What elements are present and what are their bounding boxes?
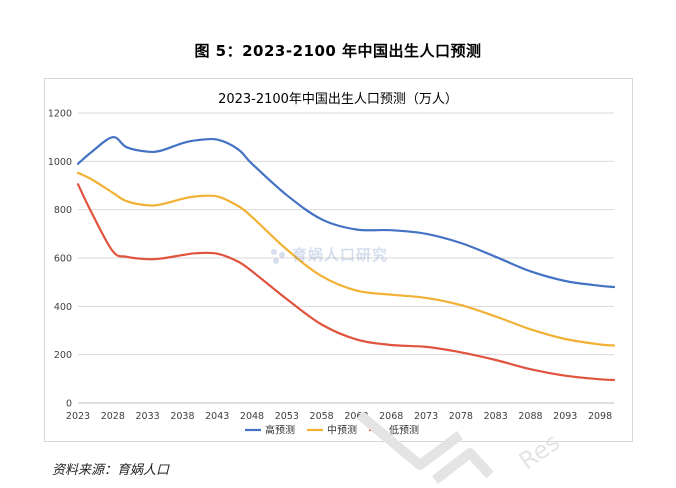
- series-lines: [76, 136, 616, 382]
- x-tick-label: 2088: [518, 411, 542, 422]
- x-tick-label: 2033: [136, 411, 160, 422]
- x-tick-label: 2063: [344, 411, 368, 422]
- series-line-low: [76, 183, 616, 382]
- legend-label: 低预测: [389, 424, 419, 437]
- figure-caption: 图 5：2023-2100 年中国出生人口预测: [194, 42, 482, 60]
- chart-frame: [44, 78, 633, 442]
- watermark-text: 育娲人口研究: [292, 246, 389, 264]
- x-tick-label: 2083: [484, 411, 508, 422]
- source-note: 资料来源：育娲人口: [52, 463, 170, 478]
- chart-title: 2023-2100年中国出生人口预测（万人）: [218, 92, 458, 107]
- y-tick-label: 0: [66, 399, 72, 410]
- x-tick-label: 2038: [170, 411, 194, 422]
- x-tick-label: 2078: [449, 411, 473, 422]
- x-tick-label: 2043: [205, 411, 229, 422]
- legend-label: 高预测: [265, 424, 295, 437]
- x-tick-label: 2098: [588, 411, 612, 422]
- y-tick-label: 1200: [48, 109, 72, 120]
- watermark: 育娲人口研究: [268, 244, 388, 266]
- x-tick-label: 2048: [240, 411, 264, 422]
- x-tick-label: 2073: [414, 411, 438, 422]
- y-axis-ticks: 0 200 400 600 800 1000 1200: [48, 109, 72, 410]
- y-tick-label: 800: [54, 205, 72, 216]
- x-tick-label: 2058: [310, 411, 334, 422]
- legend-label: 中预测: [327, 424, 357, 437]
- y-tick-label: 1000: [48, 157, 72, 168]
- legend: 高预测 中预测 低预测: [245, 424, 419, 437]
- x-axis-ticks: 2023 2028 2033 2038 2043 2048 2053 2058 2063 2068…: [66, 411, 612, 422]
- y-tick-label: 600: [54, 254, 72, 265]
- y-tick-label: 200: [54, 350, 72, 361]
- series-line-mid: [76, 171, 616, 347]
- y-tick-label: 400: [54, 302, 72, 313]
- series-line-high: [76, 136, 616, 289]
- x-tick-label: 2028: [101, 411, 125, 422]
- x-tick-label: 2068: [379, 411, 403, 422]
- grid-lines: [78, 112, 614, 404]
- watermark-logo-icon: [271, 248, 285, 264]
- x-tick-label: 2053: [275, 411, 299, 422]
- x-tick-label: 2093: [553, 411, 577, 422]
- x-tick-label: 2023: [66, 411, 90, 422]
